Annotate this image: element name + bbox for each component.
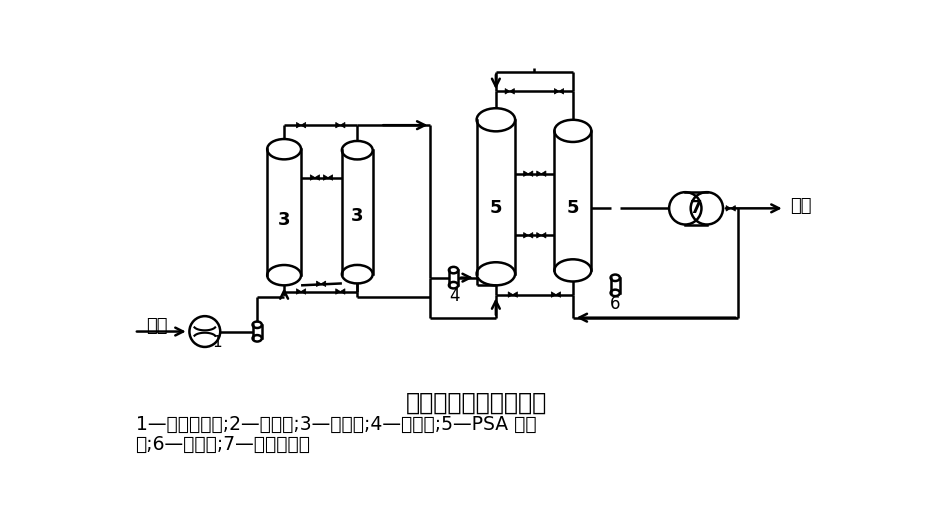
- Polygon shape: [537, 171, 541, 176]
- Text: 氮气: 氮气: [790, 197, 812, 215]
- Polygon shape: [556, 292, 561, 297]
- Polygon shape: [340, 123, 345, 128]
- Text: 塔;6—过滤器;7—氮气缓冲罐: 塔;6—过滤器;7—氮气缓冲罐: [136, 435, 311, 454]
- Polygon shape: [537, 233, 541, 238]
- Text: 空气: 空气: [146, 317, 167, 335]
- Polygon shape: [528, 171, 533, 176]
- Polygon shape: [336, 288, 340, 294]
- Polygon shape: [505, 88, 510, 94]
- Polygon shape: [301, 123, 306, 128]
- Text: 4: 4: [449, 287, 459, 305]
- Text: 5: 5: [489, 200, 502, 217]
- Polygon shape: [340, 288, 345, 294]
- Polygon shape: [324, 175, 328, 180]
- Text: 7: 7: [690, 200, 702, 217]
- Polygon shape: [541, 171, 546, 176]
- Text: 1: 1: [212, 335, 222, 350]
- Polygon shape: [528, 233, 533, 238]
- Polygon shape: [541, 233, 546, 238]
- Polygon shape: [510, 88, 514, 94]
- Text: 变压吸附制氮工艺流程: 变压吸附制氮工艺流程: [406, 390, 547, 415]
- Polygon shape: [512, 292, 517, 297]
- Polygon shape: [297, 123, 301, 128]
- Text: 3: 3: [351, 207, 364, 225]
- Text: 1—空气压缩机;2—过滤器;3—干燥机;4—过滤器;5—PSA 吸附: 1—空气压缩机;2—过滤器;3—干燥机;4—过滤器;5—PSA 吸附: [136, 415, 536, 433]
- Polygon shape: [316, 281, 321, 286]
- Polygon shape: [554, 88, 559, 94]
- Text: 3: 3: [278, 211, 290, 229]
- Polygon shape: [731, 206, 736, 211]
- Polygon shape: [301, 288, 306, 294]
- Polygon shape: [336, 123, 340, 128]
- Polygon shape: [321, 281, 325, 286]
- Polygon shape: [726, 206, 731, 211]
- Polygon shape: [297, 288, 301, 294]
- Polygon shape: [508, 292, 512, 297]
- Polygon shape: [559, 88, 564, 94]
- Polygon shape: [315, 175, 320, 180]
- Polygon shape: [524, 171, 528, 176]
- Polygon shape: [551, 292, 556, 297]
- Text: 6: 6: [610, 295, 620, 313]
- Polygon shape: [311, 175, 315, 180]
- Polygon shape: [328, 175, 333, 180]
- Text: 5: 5: [566, 200, 579, 217]
- Polygon shape: [524, 233, 528, 238]
